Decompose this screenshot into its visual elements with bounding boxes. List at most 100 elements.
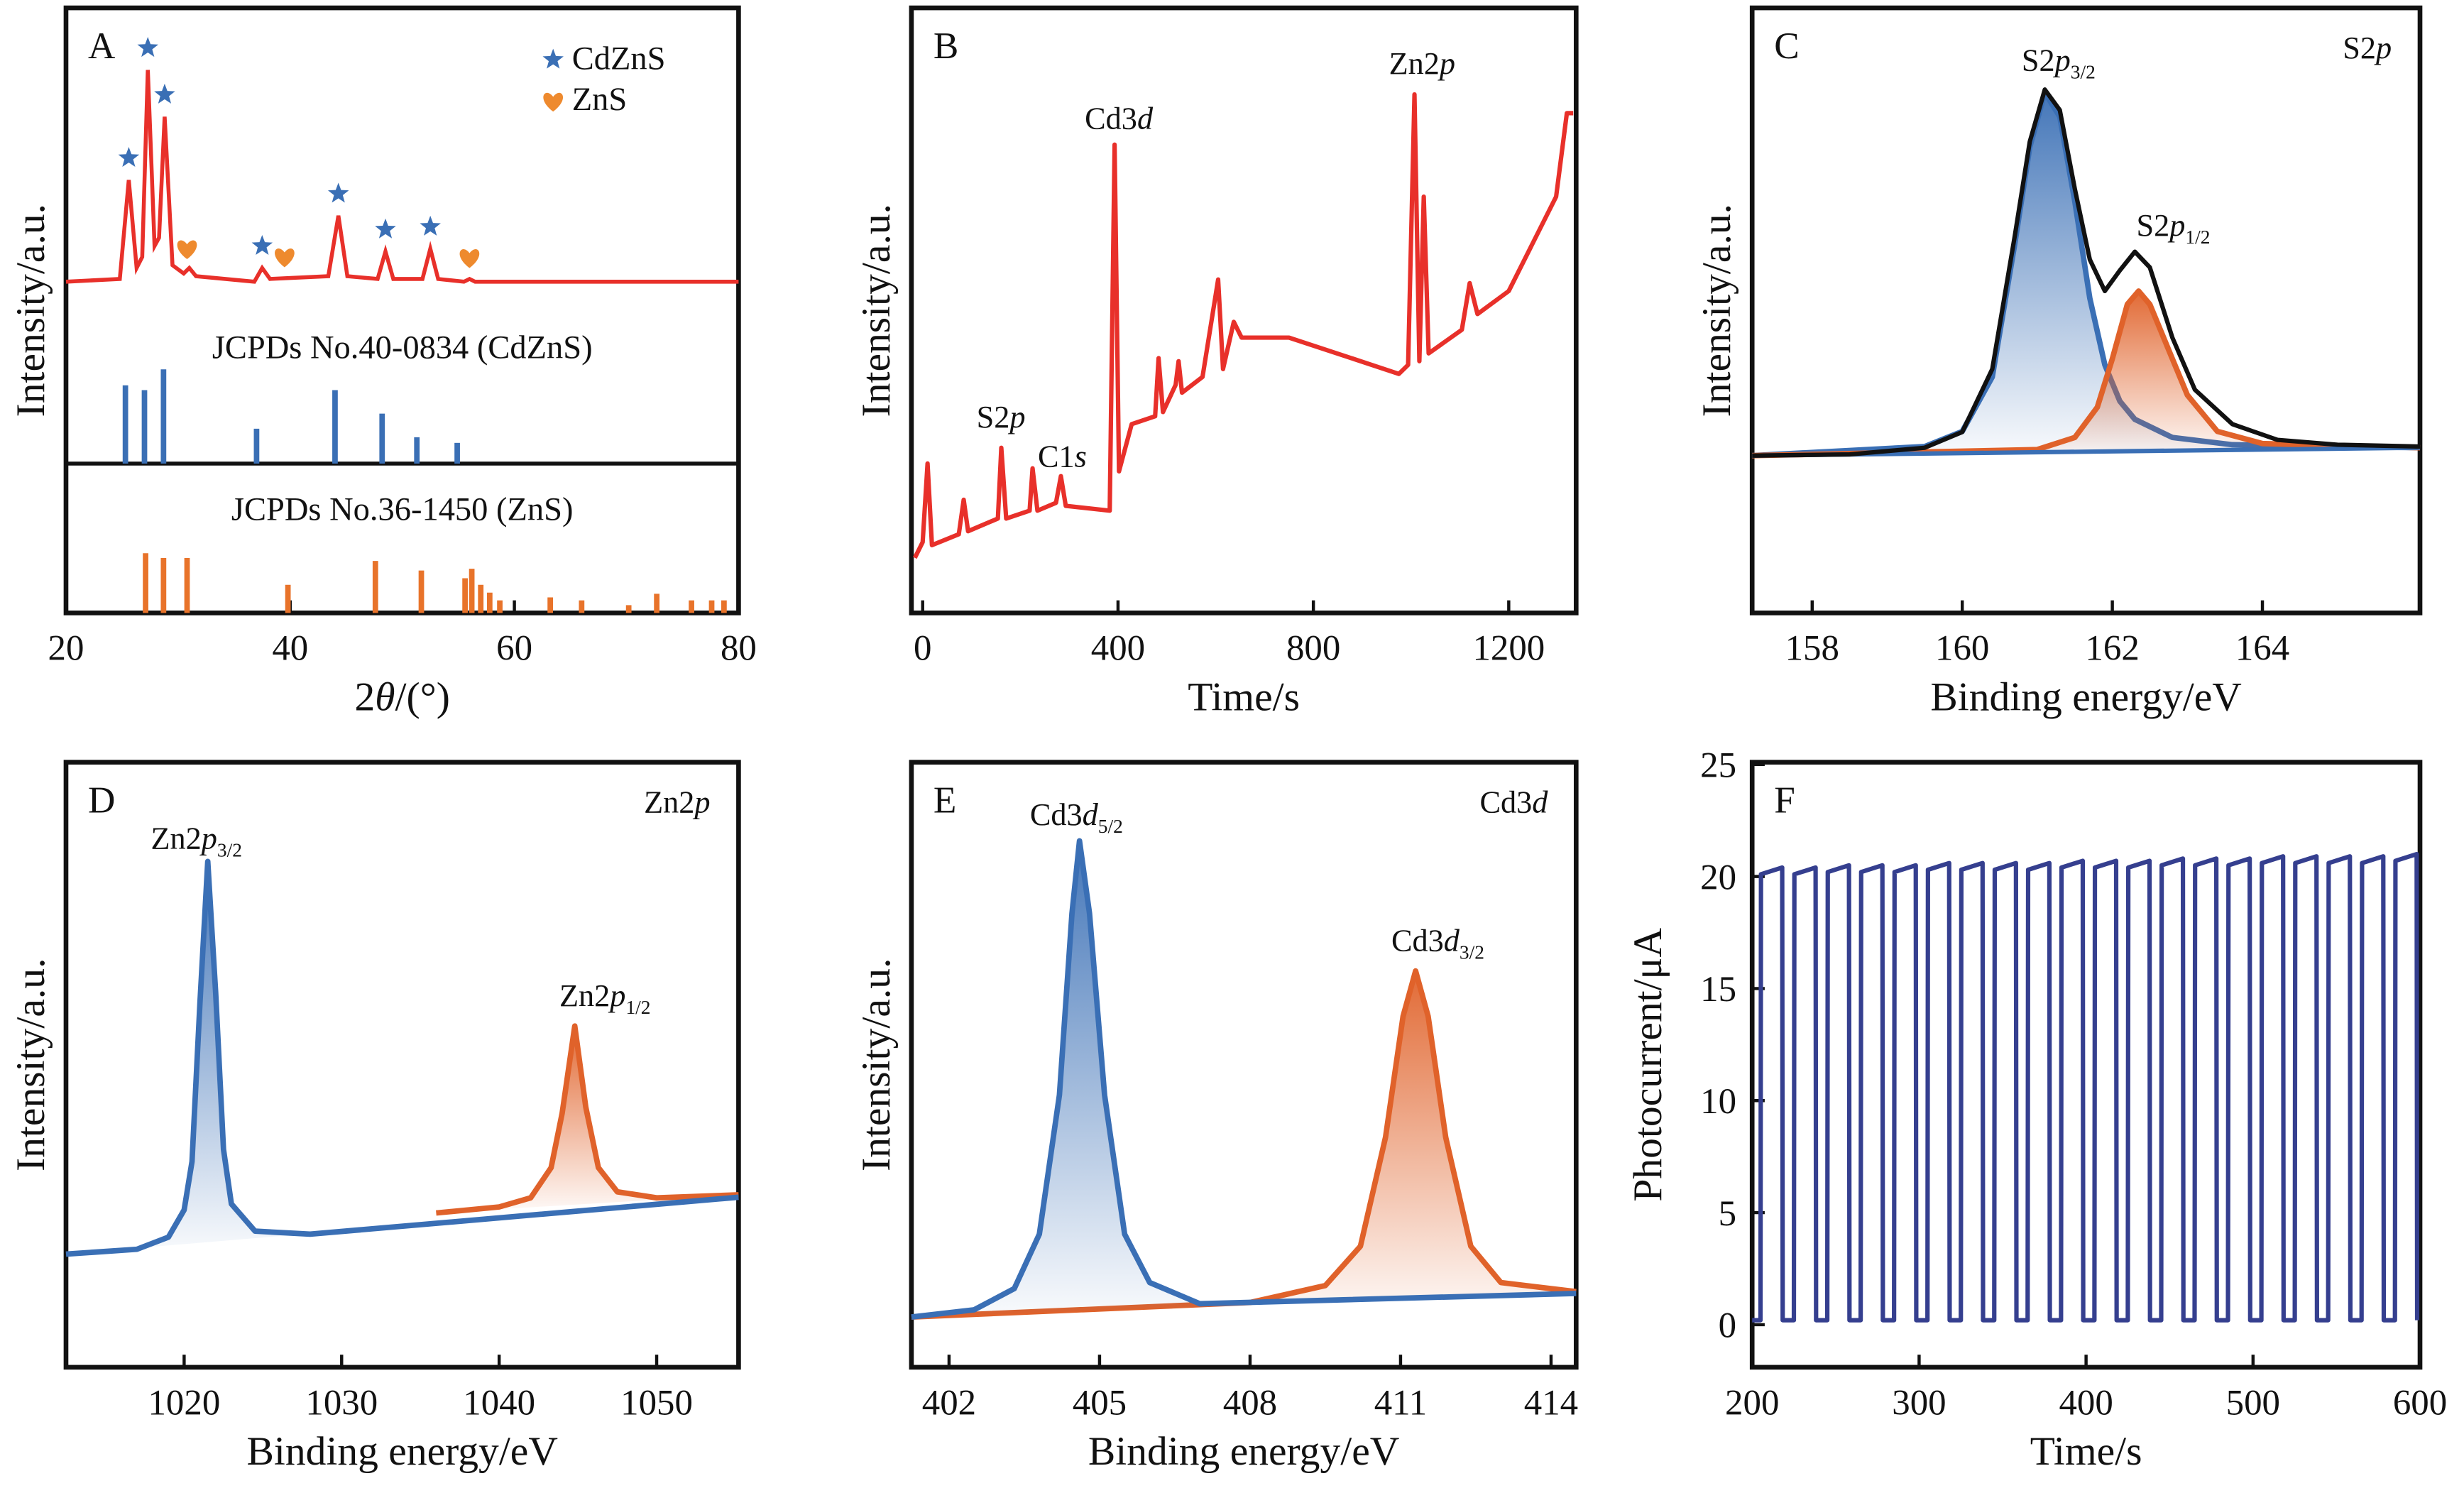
x-axis-title: Time/s xyxy=(2030,1429,2142,1474)
y-axis-title: Intensity/a.u. xyxy=(854,204,899,417)
text-part: 1/2 xyxy=(625,997,650,1018)
text-part: s xyxy=(1075,439,1087,474)
y-tick-label: 10 xyxy=(1700,1082,1736,1122)
text-part: p xyxy=(2053,43,2071,78)
peak-label: Cd3d3/2 xyxy=(1391,923,1484,963)
x-tick-label: 411 xyxy=(1374,1383,1427,1423)
text-part: /(°) xyxy=(395,675,450,720)
x-tick-label: 408 xyxy=(1223,1383,1277,1423)
fit-component xyxy=(1752,288,2421,459)
text-part: 5/2 xyxy=(1098,816,1123,837)
plot-frame xyxy=(1749,5,2423,616)
peak-marker xyxy=(375,218,396,239)
x-axis-title: Binding energy/eV xyxy=(246,1429,557,1474)
plot-frame xyxy=(909,5,1579,616)
peak-annotation: S2p xyxy=(977,400,1026,434)
peak-area xyxy=(65,861,739,1254)
text-part: p xyxy=(2374,31,2392,65)
text-part: 3/2 xyxy=(2071,62,2096,83)
text-part: 3/2 xyxy=(217,839,242,860)
text-part: S2 xyxy=(2343,31,2376,65)
panel-title: S2p xyxy=(2343,31,2392,65)
text-part: 2 xyxy=(354,675,375,720)
peak-label: S2p3/2 xyxy=(2022,43,2096,83)
x-tick-label: 0 xyxy=(914,629,931,669)
xrd-pattern xyxy=(65,70,739,284)
y-axis-title: Photocurrent/μA xyxy=(1626,927,1670,1201)
peak-marker xyxy=(251,234,273,255)
y-tick-label: 0 xyxy=(1719,1306,1736,1346)
text-part: p xyxy=(2167,208,2185,243)
text-part: d xyxy=(1083,797,1099,832)
fit-line xyxy=(1752,87,2421,458)
reference-label: JCPDs No.36-1450 (ZnS) xyxy=(231,492,574,528)
y-tick-label: 25 xyxy=(1700,746,1736,786)
x-tick-label: 405 xyxy=(1073,1383,1127,1423)
text-part: 3/2 xyxy=(1460,941,1484,963)
x-tick-label: 200 xyxy=(1725,1383,1779,1423)
text-part: p xyxy=(199,821,217,855)
data-line xyxy=(1752,851,2420,1323)
x-tick-label: 160 xyxy=(1935,629,1989,669)
panel-label: A xyxy=(88,26,115,67)
x-tick-label: 500 xyxy=(2226,1383,2280,1423)
y-tick-label: 20 xyxy=(1700,858,1736,897)
x-tick-label: 1020 xyxy=(148,1383,220,1423)
panel-label: F xyxy=(1774,780,1795,821)
x-tick-label: 414 xyxy=(1524,1383,1578,1423)
text-part: p xyxy=(1438,46,1455,81)
x-axis-title: Binding energy/eV xyxy=(1088,1429,1399,1474)
x-tick-label: 40 xyxy=(272,629,308,669)
peak-label: Zn2p1/2 xyxy=(559,978,651,1018)
panel-label: C xyxy=(1774,26,1799,67)
x-tick-label: 1200 xyxy=(1472,629,1545,669)
x-axis-title: 2θ/(°) xyxy=(354,675,449,720)
legend-marker xyxy=(542,48,564,69)
fit-component xyxy=(436,1023,739,1216)
peak-marker xyxy=(154,83,175,104)
peak-label: S2p1/2 xyxy=(2136,208,2210,248)
x-axis-title: Time/s xyxy=(1188,675,1300,720)
peak-marker xyxy=(420,215,441,236)
x-tick-label: 20 xyxy=(48,629,84,669)
x-tick-label: 300 xyxy=(1892,1383,1946,1423)
y-tick-label: 5 xyxy=(1719,1194,1736,1234)
y-axis-title: Intensity/a.u. xyxy=(854,958,899,1171)
panel-title: Zn2p xyxy=(644,784,710,819)
x-tick-label: 1040 xyxy=(463,1383,535,1423)
text-part: Cd3 xyxy=(1085,102,1137,136)
peak-marker xyxy=(327,182,349,203)
x-tick-label: 600 xyxy=(2393,1383,2447,1423)
legend-label: CdZnS xyxy=(572,40,666,77)
peak-marker xyxy=(275,248,295,268)
text-part: S2 xyxy=(2022,43,2055,78)
x-tick-label: 162 xyxy=(2085,629,2139,669)
x-tick-label: 400 xyxy=(1091,629,1145,669)
fit-component xyxy=(911,968,1577,1320)
x-tick-label: 158 xyxy=(1785,629,1839,669)
text-part: Cd3 xyxy=(1480,784,1533,819)
x-tick-label: 80 xyxy=(721,629,757,669)
peak-marker xyxy=(137,37,158,58)
text-part: Cd3 xyxy=(1030,797,1083,832)
text-part: 1/2 xyxy=(2185,226,2210,248)
peak-annotation: Zn2p xyxy=(1389,46,1455,81)
peak-label: Cd3d5/2 xyxy=(1030,797,1123,837)
peak-area xyxy=(911,841,1577,1318)
plot-frame xyxy=(63,5,741,616)
text-part: Zn2 xyxy=(150,821,201,855)
peak-annotation: C1s xyxy=(1038,439,1087,474)
text-part: Zn2 xyxy=(644,784,694,819)
fit-component xyxy=(911,838,1577,1320)
x-tick-label: 164 xyxy=(2235,629,2289,669)
peak-marker xyxy=(118,146,140,168)
peak-label: Zn2p3/2 xyxy=(150,821,242,860)
text-part: p xyxy=(692,784,710,819)
text-part: θ xyxy=(375,675,395,720)
y-tick-label: 15 xyxy=(1700,970,1736,1010)
x-tick-label: 1050 xyxy=(620,1383,693,1423)
y-axis-title: Intensity/a.u. xyxy=(1694,204,1739,417)
